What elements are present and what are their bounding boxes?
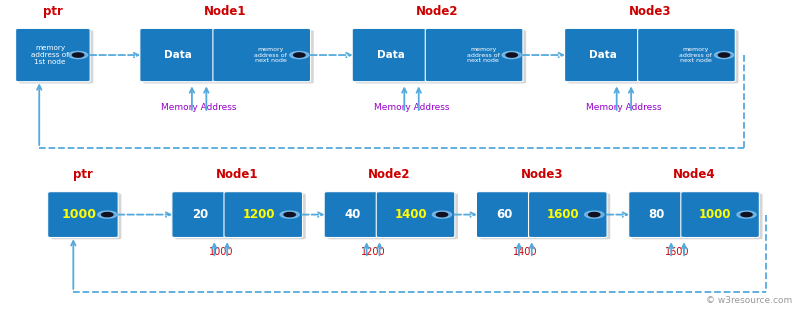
- FancyBboxPatch shape: [629, 192, 685, 238]
- Text: memory
address of
1st node: memory address of 1st node: [31, 45, 69, 65]
- FancyBboxPatch shape: [529, 192, 607, 238]
- Text: 80: 80: [649, 208, 665, 221]
- FancyBboxPatch shape: [638, 28, 735, 82]
- Text: 20: 20: [192, 208, 208, 221]
- Circle shape: [290, 51, 309, 59]
- Circle shape: [69, 51, 88, 59]
- Text: 1000: 1000: [699, 208, 732, 221]
- Circle shape: [433, 211, 452, 218]
- Text: ptr: ptr: [73, 168, 93, 181]
- Text: 1200: 1200: [242, 208, 274, 221]
- Text: © w3resource.com: © w3resource.com: [706, 296, 792, 305]
- Text: 60: 60: [496, 208, 512, 221]
- Text: 1600: 1600: [546, 208, 579, 221]
- FancyBboxPatch shape: [681, 192, 759, 238]
- Circle shape: [741, 212, 752, 217]
- FancyBboxPatch shape: [425, 28, 523, 82]
- Text: memory
address of
next node: memory address of next node: [254, 47, 287, 63]
- Text: Node2: Node2: [416, 5, 459, 18]
- Circle shape: [437, 212, 448, 217]
- Circle shape: [73, 53, 84, 57]
- Circle shape: [584, 211, 604, 218]
- FancyBboxPatch shape: [224, 192, 303, 238]
- FancyBboxPatch shape: [175, 193, 306, 239]
- FancyBboxPatch shape: [172, 192, 228, 238]
- Circle shape: [280, 211, 299, 218]
- Text: 1600: 1600: [665, 247, 690, 257]
- FancyBboxPatch shape: [213, 28, 311, 82]
- Text: Memory Address: Memory Address: [586, 103, 662, 112]
- FancyBboxPatch shape: [143, 30, 314, 83]
- Text: 1000: 1000: [61, 208, 97, 221]
- Text: 1200: 1200: [361, 247, 386, 257]
- Text: 40: 40: [344, 208, 361, 221]
- FancyBboxPatch shape: [352, 28, 429, 82]
- FancyBboxPatch shape: [324, 192, 380, 238]
- FancyBboxPatch shape: [632, 193, 763, 239]
- Circle shape: [718, 53, 730, 57]
- Circle shape: [506, 53, 517, 57]
- FancyBboxPatch shape: [19, 30, 94, 83]
- FancyBboxPatch shape: [140, 28, 217, 82]
- Text: Data: Data: [589, 50, 617, 60]
- Text: Memory Address: Memory Address: [374, 103, 449, 112]
- Circle shape: [714, 51, 734, 59]
- Circle shape: [737, 211, 756, 218]
- Text: memory
address of
next node: memory address of next node: [679, 47, 712, 63]
- Text: Node3: Node3: [521, 168, 563, 181]
- FancyBboxPatch shape: [476, 192, 533, 238]
- Text: 1400: 1400: [513, 247, 537, 257]
- FancyBboxPatch shape: [355, 30, 526, 83]
- Text: memory
address of
next node: memory address of next node: [467, 47, 500, 63]
- Circle shape: [294, 53, 305, 57]
- Text: Node3: Node3: [629, 5, 671, 18]
- Text: ptr: ptr: [43, 5, 63, 18]
- FancyBboxPatch shape: [328, 193, 458, 239]
- Text: Data: Data: [165, 50, 192, 60]
- Text: Node1: Node1: [204, 5, 246, 18]
- FancyBboxPatch shape: [568, 30, 738, 83]
- FancyBboxPatch shape: [51, 193, 121, 239]
- Circle shape: [98, 211, 117, 218]
- FancyBboxPatch shape: [48, 192, 118, 238]
- Circle shape: [102, 212, 113, 217]
- Text: Node1: Node1: [216, 168, 258, 181]
- FancyBboxPatch shape: [565, 28, 642, 82]
- FancyBboxPatch shape: [479, 193, 610, 239]
- FancyBboxPatch shape: [15, 28, 90, 82]
- FancyBboxPatch shape: [376, 192, 455, 238]
- Text: Data: Data: [377, 50, 404, 60]
- Text: Memory Address: Memory Address: [161, 103, 237, 112]
- Text: 1000: 1000: [208, 247, 233, 257]
- Text: 1400: 1400: [395, 208, 427, 221]
- Text: Node2: Node2: [368, 168, 411, 181]
- Text: Node4: Node4: [673, 168, 715, 181]
- Circle shape: [284, 212, 295, 217]
- Circle shape: [502, 51, 521, 59]
- Circle shape: [588, 212, 600, 217]
